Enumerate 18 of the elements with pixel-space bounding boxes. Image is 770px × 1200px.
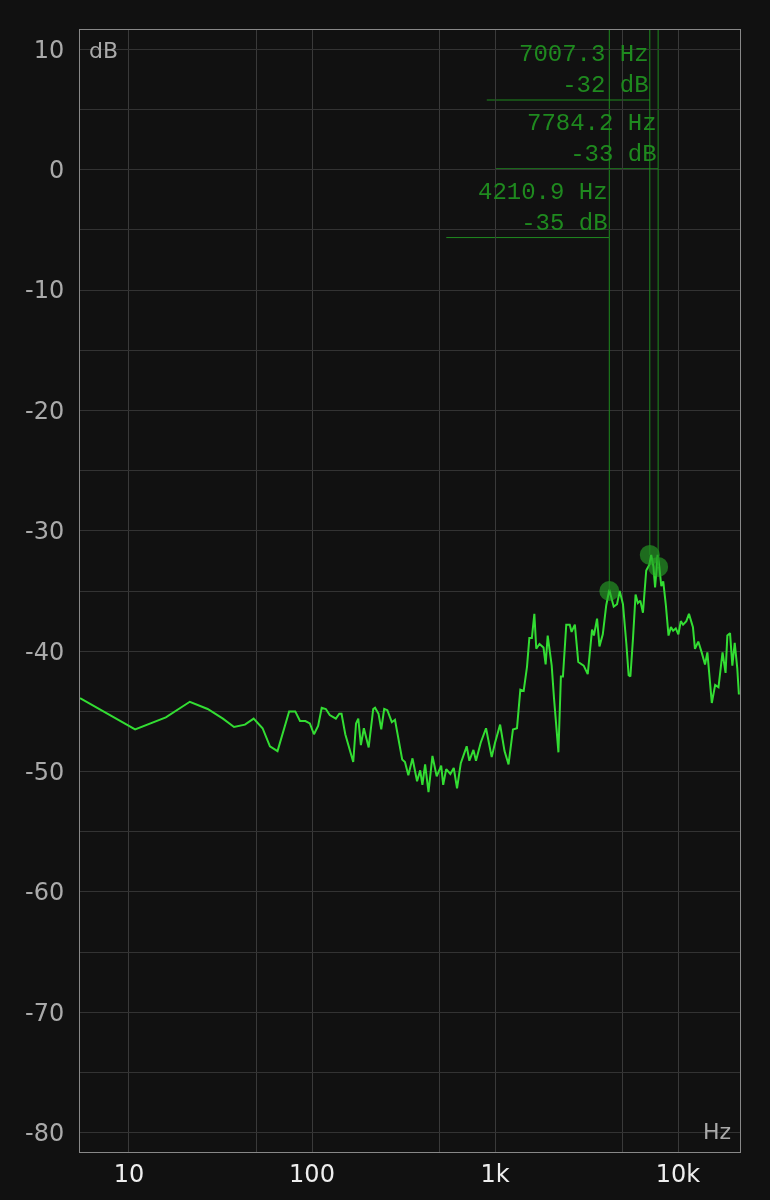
y-tick-label: -30 xyxy=(25,517,65,546)
annotation: 4210.9 Hz -35 dB xyxy=(478,179,608,238)
y-tick-label: 0 xyxy=(48,156,65,185)
y-tick-label: -10 xyxy=(25,276,65,305)
x-tick-label: 100 xyxy=(289,1159,335,1188)
y-tick-label: -50 xyxy=(25,757,65,786)
y-tick-label: -60 xyxy=(25,878,65,907)
y-tick-label: -40 xyxy=(25,637,65,666)
y-tick-label: -70 xyxy=(25,998,65,1027)
x-tick-label: 10 xyxy=(113,1159,145,1188)
x-axis-title: Hz xyxy=(703,1119,732,1144)
y-tick-label: -20 xyxy=(25,396,65,425)
y-axis-title: dB xyxy=(89,38,119,63)
y-tick-label: -80 xyxy=(25,1119,65,1148)
annotation: 7007.3 Hz -32 dB xyxy=(519,41,649,100)
y-tick-label: 10 xyxy=(33,35,65,64)
x-tick-label: 1k xyxy=(480,1159,510,1188)
x-tick-label: 10k xyxy=(655,1159,701,1188)
